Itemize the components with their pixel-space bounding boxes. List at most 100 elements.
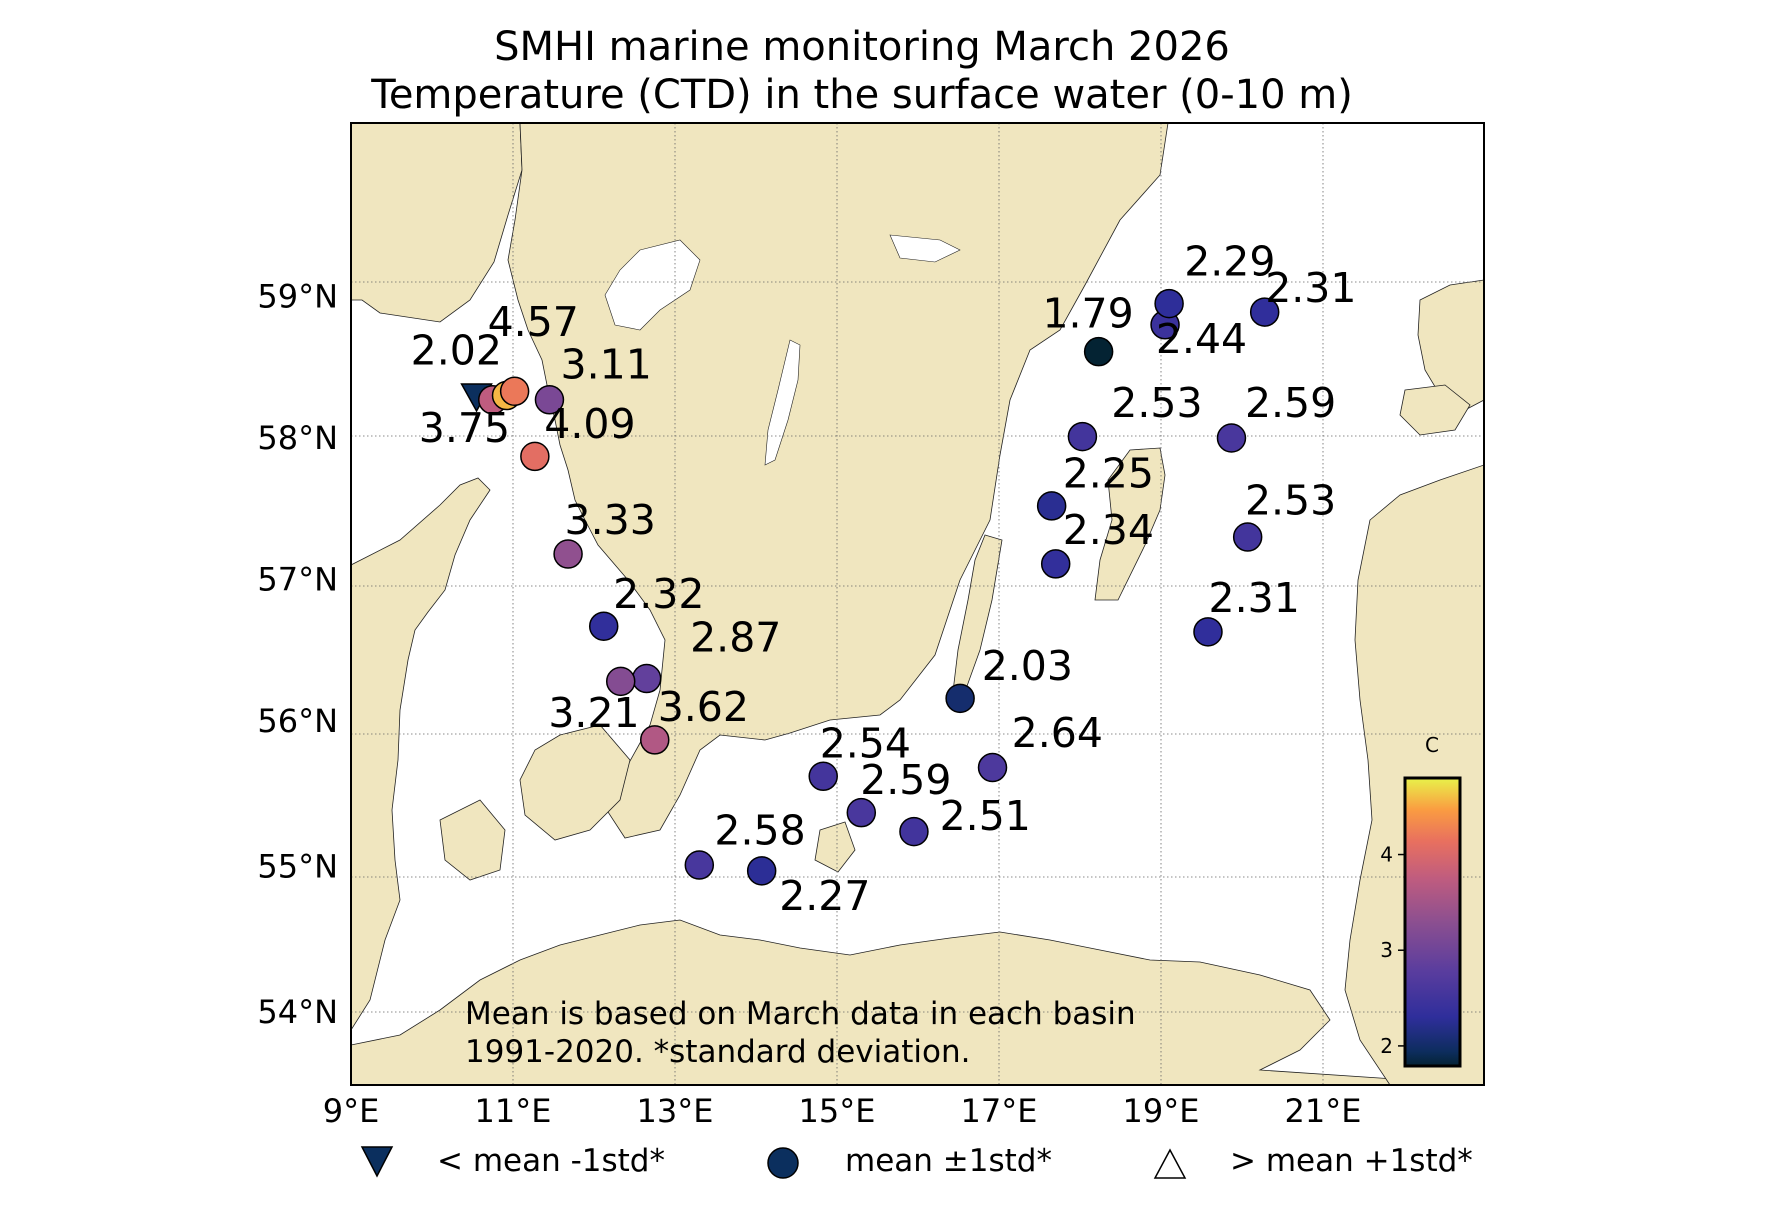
station-marker [1036, 491, 1067, 521]
graticule [351, 123, 1484, 1085]
legend-label-below-mean: < mean -1std* [437, 1143, 665, 1179]
station-value-label: 2.02 [411, 326, 502, 374]
station-value-label: 3.33 [565, 496, 656, 544]
lake-vattern [764, 339, 801, 466]
latitude-tick-label: 55°N [257, 848, 338, 886]
station-value-label: 1.79 [1042, 290, 1133, 338]
colorbar-tick-label: 3 [1380, 938, 1393, 962]
station-value-label: 3.11 [561, 341, 652, 389]
station-marker [1216, 423, 1247, 453]
station-marker [534, 385, 565, 415]
station-marker [1193, 617, 1223, 647]
station-value-label: 2.59 [1245, 379, 1336, 427]
land-germany-poland [351, 919, 1484, 1085]
station-value-label: 2.29 [1184, 237, 1275, 285]
map-area: 2.024.573.11 3.75 4.09 3.33 2.322.87 3.21 3.62… [351, 123, 1484, 1085]
station-value-label: 3.75 [419, 404, 510, 452]
station-marker [684, 850, 715, 880]
longitude-tick-labels: 9°E 11°E 13°E 15°E 17°E 19°E 21°E [323, 1092, 1362, 1130]
legend-label-within-mean: mean ±1std* [845, 1143, 1052, 1179]
station-marker [1249, 297, 1280, 327]
land-funen [439, 799, 506, 881]
legend-down-triangle-icon [360, 1146, 394, 1178]
latitude-tick-label: 58°N [257, 419, 338, 457]
land-bornholm [814, 821, 856, 873]
longitude-tick-label: 21°E [1285, 1092, 1362, 1130]
station-value-label: 2.53 [1245, 476, 1336, 524]
station-marker [808, 761, 838, 792]
station-marker [1067, 421, 1098, 452]
station-marker [1083, 336, 1114, 367]
legend-label-above-mean: > mean +1std* [1230, 1143, 1473, 1179]
land-gotland [1094, 447, 1166, 601]
station-value-label: 2.59 [860, 756, 951, 804]
land [351, 123, 1484, 1085]
station-value-label: 2.58 [714, 807, 805, 855]
map-frame [350, 122, 1485, 1086]
station-markers [460, 288, 1280, 886]
lake-malaren [889, 234, 961, 263]
land-saaremaa [1399, 384, 1471, 436]
colorbar-tick-label: 4 [1380, 843, 1393, 867]
station-marker [520, 441, 550, 472]
station-value-label: 2.32 [613, 570, 704, 618]
station-value-label: 2.44 [1156, 315, 1247, 363]
station-value-label: 2.53 [1111, 379, 1202, 427]
latitude-tick-label: 56°N [257, 702, 338, 740]
colorbar-unit: C [1425, 733, 1439, 757]
chart-title-line1: SMHI marine monitoring March 2026 [494, 24, 1230, 70]
colorbar: C 2 3 4 [1380, 733, 1462, 1068]
latitude-tick-labels: 54°N 55°N 56°N 57°N 58°N 59°N [257, 278, 338, 1032]
station-value-label: 2.31 [1209, 574, 1300, 622]
station-value-label: 2.64 [1012, 709, 1103, 757]
lake-vanern [604, 239, 701, 331]
station-marker [1154, 288, 1184, 319]
station-marker [945, 683, 975, 714]
station-value-labels: 2.024.573.11 3.75 4.09 3.33 2.322.87 3.21 3.62… [411, 237, 1357, 920]
longitude-tick-label: 9°E [323, 1092, 380, 1130]
station-value-label: 2.31 [1265, 264, 1356, 312]
station-value-label: 2.27 [779, 872, 870, 920]
station-marker [899, 816, 929, 847]
note-line1: Mean is based on March data in each basi… [465, 996, 1136, 1032]
station-marker [1040, 549, 1071, 579]
colorbar-ticks: 2 3 4 [1380, 843, 1405, 1058]
chart-title-line2: Temperature (CTD) in the surface water (… [370, 72, 1353, 118]
land-denmark-jutland [351, 477, 491, 1031]
station-marker [553, 539, 583, 569]
station-value-label: 3.21 [548, 689, 639, 737]
station-value-label: 2.34 [1063, 506, 1154, 554]
station-marker [846, 797, 877, 828]
legend-up-triangle-icon [1153, 1148, 1187, 1179]
station-value-label: 2.03 [982, 642, 1073, 690]
station-value-label: 3.62 [658, 683, 749, 731]
station-value-label: 2.87 [690, 614, 781, 662]
land-zealand [519, 724, 631, 841]
station-value-label: 2.51 [940, 792, 1031, 840]
station-marker [499, 376, 530, 407]
longitude-tick-label: 11°E [475, 1092, 552, 1130]
longitude-tick-label: 19°E [1123, 1092, 1200, 1130]
note-line2: 1991-2020. *standard deviation. [465, 1034, 970, 1070]
station-value-label: 2.25 [1063, 450, 1154, 498]
station-value-label: 4.57 [488, 298, 579, 346]
latitude-tick-label: 57°N [257, 561, 338, 599]
station-value-label: 4.09 [544, 400, 635, 448]
legend: < mean -1std* mean ±1std* > mean +1std* [360, 1143, 1473, 1179]
longitude-tick-label: 15°E [799, 1092, 876, 1130]
latitude-tick-label: 59°N [257, 278, 338, 316]
station-marker [977, 752, 1008, 783]
colorbar-tick-label: 2 [1380, 1034, 1393, 1058]
station-marker [605, 666, 636, 697]
lakes [604, 234, 961, 466]
latitude-tick-label: 54°N [257, 993, 338, 1031]
station-marker [746, 856, 777, 886]
station-value-label: 2.54 [820, 719, 911, 767]
longitude-tick-label: 13°E [637, 1092, 714, 1130]
station-marker [588, 611, 619, 641]
longitude-tick-label: 17°E [961, 1092, 1038, 1130]
legend-circle-icon [767, 1147, 799, 1179]
colorbar-gradient [1403, 776, 1462, 1068]
station-marker [1232, 522, 1263, 552]
